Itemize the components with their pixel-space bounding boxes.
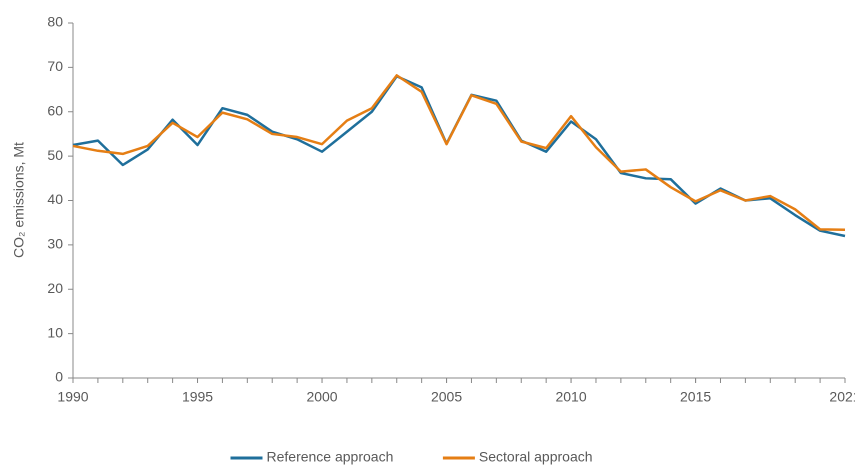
- y-tick-label: 10: [47, 324, 63, 340]
- line-series: [72, 74, 846, 232]
- x-tick-label: 2010: [555, 389, 586, 405]
- y-tick-label: 40: [47, 191, 63, 207]
- y-axis-label: CO₂ emissions, Mt: [11, 142, 27, 258]
- y-tick-label: 80: [47, 14, 63, 30]
- line-series: [72, 75, 846, 238]
- y-tick-label: 0: [55, 369, 63, 385]
- y-tick-label: 50: [47, 147, 63, 163]
- x-tick-label: 2000: [306, 389, 337, 405]
- x-tick-label: 1990: [57, 389, 88, 405]
- legend-label: Sectoral approach: [479, 449, 593, 465]
- x-tick-label: 1995: [182, 389, 213, 405]
- y-tick-label: 60: [47, 102, 63, 118]
- y-tick-label: 30: [47, 236, 63, 252]
- y-tick-label: 20: [47, 280, 63, 296]
- x-tick-label: 2015: [680, 389, 711, 405]
- x-tick-label: 2021: [829, 389, 855, 405]
- y-tick-label: 70: [47, 58, 63, 74]
- x-tick-label: 2005: [431, 389, 462, 405]
- legend-label: Reference approach: [267, 449, 394, 465]
